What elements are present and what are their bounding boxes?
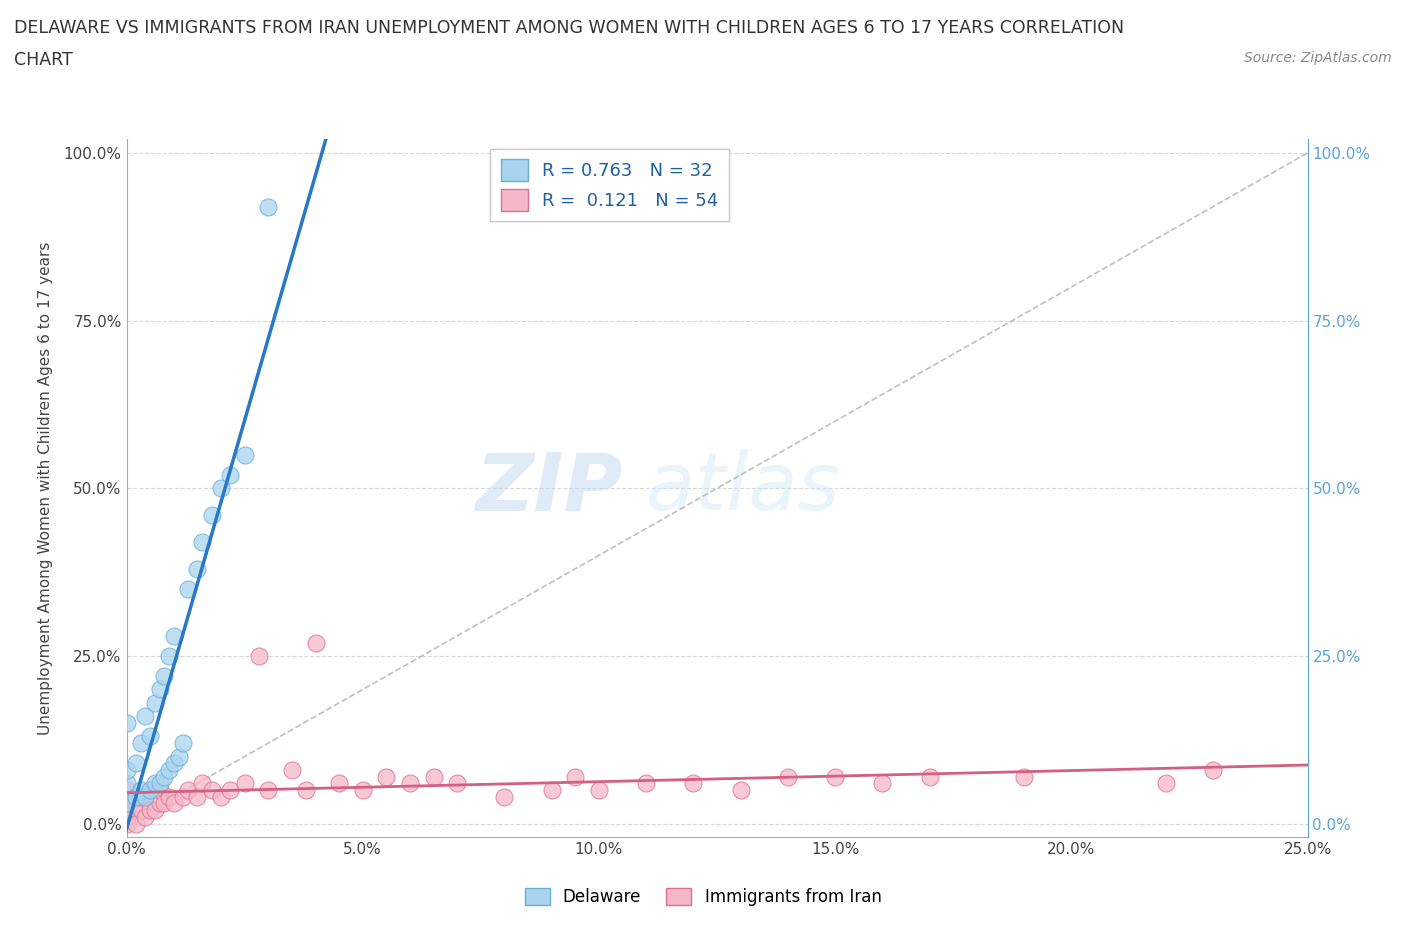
Point [200, 508, 222, 523]
Point [115, 783, 138, 798]
Text: CHART: CHART [14, 51, 73, 69]
Point [177, 581, 200, 596]
Text: Source: ZipAtlas.com: Source: ZipAtlas.com [1244, 51, 1392, 65]
Point [115, 796, 138, 811]
Point [134, 709, 156, 724]
Point [186, 790, 208, 804]
Point [143, 783, 166, 798]
Point [129, 803, 152, 817]
Point [157, 648, 180, 663]
Point [636, 776, 658, 790]
Point [730, 783, 752, 798]
Point [399, 776, 422, 790]
Point [115, 809, 138, 824]
Point [149, 776, 172, 790]
Point [163, 756, 186, 771]
Point [328, 776, 350, 790]
Point [115, 817, 138, 831]
Point [125, 817, 148, 831]
Text: ZIP: ZIP [475, 449, 623, 527]
Point [172, 736, 194, 751]
Point [872, 776, 894, 790]
Point [153, 769, 176, 784]
Text: DELAWARE VS IMMIGRANTS FROM IRAN UNEMPLOYMENT AMONG WOMEN WITH CHILDREN AGES 6 T: DELAWARE VS IMMIGRANTS FROM IRAN UNEMPLO… [14, 19, 1125, 36]
Point [776, 769, 799, 784]
Point [129, 736, 152, 751]
Point [149, 682, 172, 697]
Point [191, 535, 214, 550]
Point [588, 783, 610, 798]
Y-axis label: Unemployment Among Women with Children Ages 6 to 17 years: Unemployment Among Women with Children A… [38, 242, 52, 735]
Point [177, 783, 200, 798]
Point [139, 783, 162, 798]
Point [233, 776, 256, 790]
Point [186, 562, 208, 577]
Point [129, 783, 152, 798]
Point [134, 790, 156, 804]
Point [295, 783, 318, 798]
Point [209, 790, 232, 804]
Point [153, 669, 176, 684]
Point [143, 803, 166, 817]
Point [257, 783, 280, 798]
Point [281, 763, 304, 777]
Point [115, 776, 138, 790]
Point [200, 783, 222, 798]
Point [352, 783, 374, 798]
Point [125, 790, 148, 804]
Point [163, 796, 186, 811]
Point [157, 790, 180, 804]
Point [304, 635, 326, 650]
Point [824, 769, 846, 784]
Point [125, 796, 148, 811]
Legend: R = 0.763   N = 32, R =  0.121   N = 54: R = 0.763 N = 32, R = 0.121 N = 54 [489, 149, 730, 221]
Point [219, 468, 242, 483]
Point [129, 790, 152, 804]
Point [115, 803, 138, 817]
Point [115, 796, 138, 811]
Point [149, 783, 172, 798]
Point [115, 763, 138, 777]
Point [143, 696, 166, 711]
Point [172, 790, 194, 804]
Point [209, 481, 232, 496]
Point [564, 769, 586, 784]
Point [219, 783, 242, 798]
Point [446, 776, 468, 790]
Point [422, 769, 444, 784]
Point [540, 783, 562, 798]
Point [1012, 769, 1035, 784]
Point [139, 729, 162, 744]
Point [134, 809, 156, 824]
Point [1154, 776, 1177, 790]
Point [157, 763, 180, 777]
Point [494, 790, 516, 804]
Point [134, 790, 156, 804]
Point [139, 783, 162, 798]
Point [918, 769, 941, 784]
Point [149, 796, 172, 811]
Point [115, 790, 138, 804]
Point [682, 776, 704, 790]
Point [143, 776, 166, 790]
Point [191, 776, 214, 790]
Point [257, 199, 280, 214]
Point [247, 648, 270, 663]
Point [233, 447, 256, 462]
Point [163, 629, 186, 644]
Point [139, 803, 162, 817]
Point [153, 796, 176, 811]
Point [1202, 763, 1225, 777]
Text: atlas: atlas [647, 449, 841, 527]
Point [115, 715, 138, 730]
Point [167, 749, 190, 764]
Point [375, 769, 398, 784]
Point [125, 756, 148, 771]
Legend: Delaware, Immigrants from Iran: Delaware, Immigrants from Iran [517, 881, 889, 912]
